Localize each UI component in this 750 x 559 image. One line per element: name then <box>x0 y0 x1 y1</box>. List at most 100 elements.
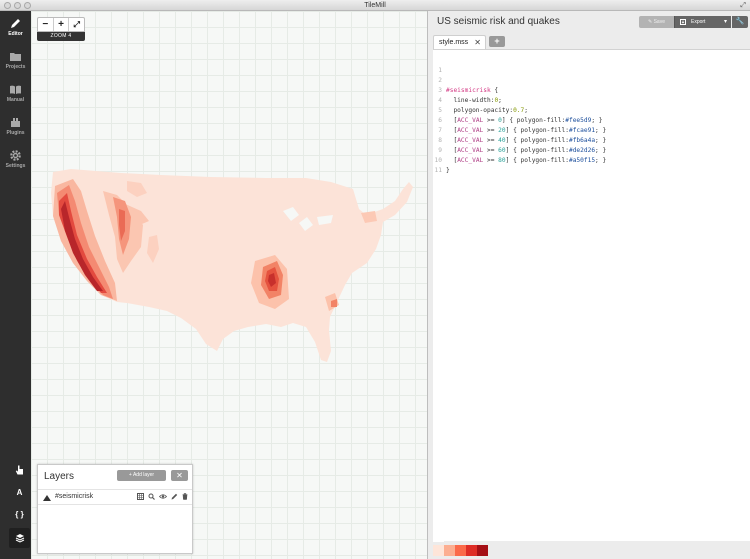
code-line: 6 [ACC_VAL >= 0] { polygon-fill:#fee5d9;… <box>433 116 750 126</box>
close-tab-icon[interactable]: ✕ <box>474 38 481 47</box>
legend-swatch <box>455 545 466 556</box>
layers-tool-button[interactable] <box>9 528 30 548</box>
code-text: ; } <box>595 157 607 164</box>
sidebar-item-manual[interactable]: Manual <box>0 80 31 110</box>
code-text: ; } <box>595 147 607 154</box>
trash-icon[interactable] <box>182 493 188 500</box>
minimize-window-button[interactable] <box>14 2 21 9</box>
add-layer-button[interactable]: + Add layer <box>117 470 166 481</box>
sidebar-item-label: Settings <box>5 163 26 169</box>
fullscreen-map-button[interactable]: ⤢ <box>73 20 80 29</box>
sidebar-item-label: Editor <box>8 31 23 37</box>
edit-pencil-icon[interactable] <box>171 493 178 500</box>
line-number: 8 <box>438 137 442 144</box>
us-seismic-map <box>51 169 413 362</box>
code-text: ; } <box>591 117 603 124</box>
zoom-out-button[interactable]: − <box>38 18 54 31</box>
pointer-tool-button[interactable] <box>9 460 30 480</box>
project-settings-button[interactable]: 🔧 <box>732 16 748 28</box>
layers-panel: Layers + Add layer ✕ #seismicrisk <box>37 464 193 554</box>
code-color: #fcae91 <box>568 127 596 134</box>
code-text: ] { polygon-fill: <box>505 137 569 144</box>
zoom-window-button[interactable] <box>24 2 31 9</box>
font-icon: A <box>16 488 23 497</box>
code-text: [ <box>446 127 458 134</box>
legend-swatch <box>477 545 488 556</box>
line-number: 7 <box>438 127 442 134</box>
eye-icon[interactable] <box>159 493 167 500</box>
code-number: 20 <box>498 127 506 134</box>
save-label: Save <box>653 19 665 25</box>
code-line: 11} <box>433 166 750 176</box>
code-field: ACC_VAL <box>457 147 484 154</box>
export-button[interactable]: Export ▾ <box>674 16 731 28</box>
save-button[interactable]: ✎ Save <box>639 16 674 28</box>
code-line: 2 <box>433 76 750 86</box>
window-title: TileMill <box>364 2 386 9</box>
line-gutter <box>433 50 444 542</box>
code-operator: >= <box>483 117 499 124</box>
code-line: 1 <box>433 66 750 76</box>
line-number: 5 <box>438 107 442 114</box>
layer-row[interactable]: #seismicrisk <box>38 489 192 505</box>
code-text: [ <box>446 157 458 164</box>
sidebar-item-projects[interactable]: Projects <box>0 47 31 77</box>
code-text: ] { polygon-fill: <box>501 117 566 124</box>
add-stylesheet-button[interactable]: + <box>489 36 505 47</box>
legend-swatch <box>466 545 477 556</box>
line-number: 9 <box>438 147 442 154</box>
search-icon[interactable] <box>148 493 155 500</box>
pencil-icon <box>11 19 20 28</box>
code-property: polygon-opacity: <box>446 107 514 114</box>
risk-zone-40 <box>331 299 337 307</box>
code-operator: >= <box>483 147 499 154</box>
code-property: line-width: <box>446 97 495 104</box>
map-view[interactable]: − + ⤢ ZOOM 4 Layers + Add layer ✕ #seism… <box>31 11 427 559</box>
add-layer-label: Add layer <box>132 472 155 478</box>
delete-layer-button[interactable]: ✕ <box>171 470 188 481</box>
tab-label: style.mss <box>439 39 469 46</box>
code-operator: >= <box>483 137 499 144</box>
zoom-in-button[interactable]: + <box>54 18 70 31</box>
export-label: Export <box>691 19 706 25</box>
chevron-down-icon: ▾ <box>723 19 727 25</box>
table-icon[interactable] <box>137 493 144 500</box>
code-line: 7 [ACC_VAL >= 20] { polygon-fill:#fcae91… <box>433 126 750 136</box>
code-text: ; <box>498 97 502 104</box>
export-icon <box>680 19 686 25</box>
risk-zone-20 <box>147 235 159 263</box>
code-text: ; } <box>595 137 607 144</box>
layer-name: #seismicrisk <box>55 493 94 500</box>
tab-style-mss[interactable]: style.mss ✕ <box>433 35 486 49</box>
carto-tool-button[interactable]: { } <box>9 505 30 525</box>
sidebar-item-plugins[interactable]: Plugins <box>0 113 31 143</box>
window-controls <box>4 2 31 9</box>
editor-panel: US seismic risk and quakes ✎ Save Export… <box>427 11 750 559</box>
line-number: 6 <box>438 117 442 124</box>
code-number: 0 <box>498 117 502 124</box>
fullscreen-icon[interactable]: ⤢ <box>740 2 746 9</box>
code-line: 5 polygon-opacity:0.7; <box>433 106 750 116</box>
code-text: ] { polygon-fill: <box>505 147 569 154</box>
risk-zone-60 <box>59 193 107 293</box>
font-tool-button[interactable]: A <box>9 483 30 503</box>
sidebar-item-editor[interactable]: Editor <box>0 14 31 44</box>
line-number: 10 <box>434 157 442 164</box>
great-lakes <box>283 207 333 231</box>
layers-icon <box>15 534 24 543</box>
close-window-button[interactable] <box>4 2 11 9</box>
code-text: [ <box>446 147 458 154</box>
risk-zone-20 <box>127 181 147 197</box>
code-field: ACC_VAL <box>457 157 484 164</box>
code-value: 0 <box>494 97 499 104</box>
line-number: 2 <box>438 77 442 84</box>
sidebar-item-settings[interactable]: Settings <box>0 146 31 176</box>
risk-zone-80 <box>61 201 103 291</box>
layers-title: Layers <box>44 471 75 482</box>
code-editor[interactable]: 1 2 3 #seismicrisk { 4 line-width:0; 5 po… <box>433 49 750 542</box>
code-line: 9 [ACC_VAL >= 60] { polygon-fill:#de2d26… <box>433 146 750 156</box>
code-text: [ <box>446 117 458 124</box>
legend-swatch <box>444 545 455 556</box>
code-line: 4 line-width:0; <box>433 96 750 106</box>
